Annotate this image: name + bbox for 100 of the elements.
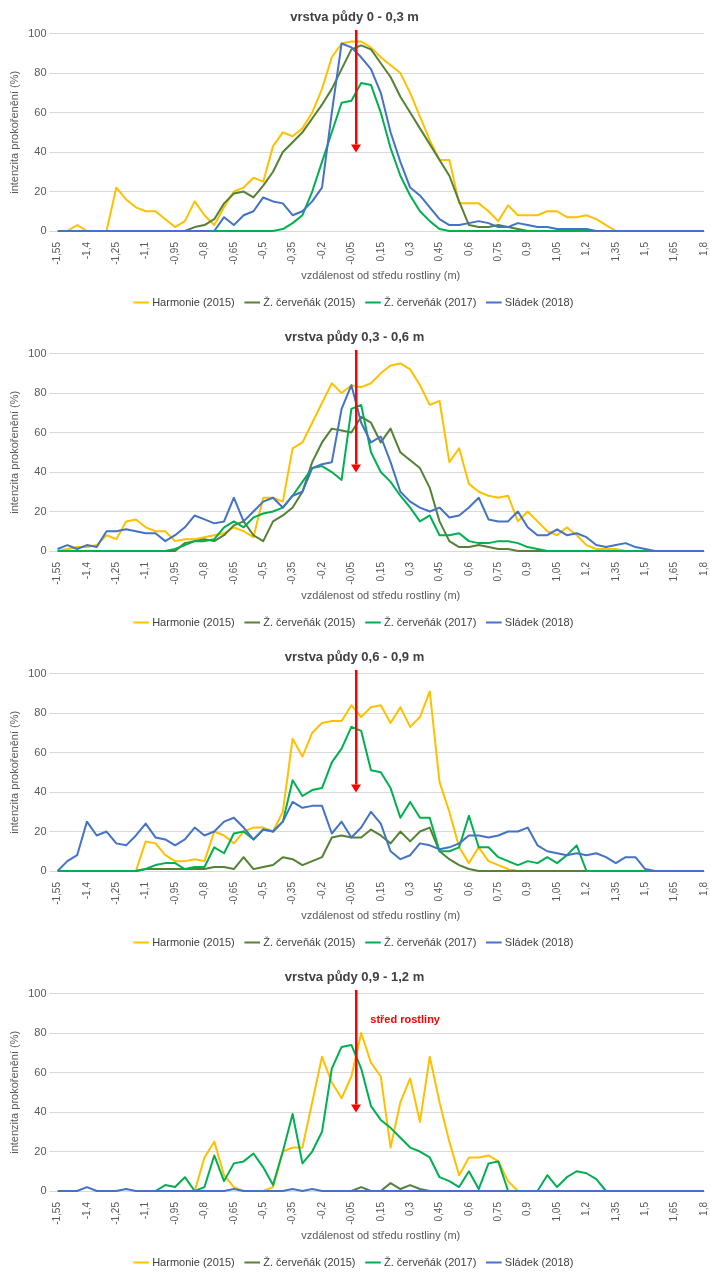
y-tick-label: 0 bbox=[40, 224, 47, 237]
legend-label: Harmonie (2015) bbox=[152, 935, 235, 948]
y-tick-label: 20 bbox=[34, 1144, 47, 1157]
y-tick-label: 40 bbox=[34, 1105, 47, 1118]
x-tick-label: -1,1 bbox=[139, 881, 151, 900]
x-tick-label: 0,45 bbox=[433, 241, 445, 262]
x-tick-label: 0,75 bbox=[492, 241, 504, 262]
x-tick-label: 0,15 bbox=[374, 241, 386, 262]
y-tick-label: 20 bbox=[34, 824, 47, 837]
x-tick-label: -0,8 bbox=[198, 561, 210, 580]
x-tick-label: 1,8 bbox=[697, 241, 709, 256]
x-tick-label: 1,65 bbox=[668, 561, 680, 582]
x-tick-label: -1,55 bbox=[51, 1201, 63, 1225]
legend-label: Ž. červeňák (2017) bbox=[384, 615, 477, 628]
y-tick-label: 80 bbox=[34, 386, 47, 399]
chart-title: vrstva půdy 0,3 - 0,6 m bbox=[284, 329, 425, 345]
x-tick-label: -0,05 bbox=[345, 241, 357, 265]
legend-label: Harmonie (2015) bbox=[152, 615, 235, 628]
legend-label: Harmonie (2015) bbox=[152, 295, 235, 308]
x-tick-label: 1,8 bbox=[697, 881, 709, 896]
x-tick-label: -0,35 bbox=[286, 561, 298, 585]
chart-title: vrstva půdy 0,9 - 1,2 m bbox=[284, 969, 425, 985]
x-tick-label: -0,5 bbox=[256, 241, 268, 260]
x-tick-label: 0,9 bbox=[521, 881, 533, 896]
x-tick-label: -0,2 bbox=[315, 1201, 327, 1220]
x-tick-label: 0,6 bbox=[462, 561, 474, 576]
y-tick-label: 40 bbox=[34, 465, 47, 478]
x-tick-label: 0,9 bbox=[521, 1201, 533, 1216]
x-tick-label: 1,5 bbox=[638, 561, 650, 576]
x-tick-label: -0,5 bbox=[256, 881, 268, 900]
x-tick-label: -0,65 bbox=[227, 561, 239, 585]
x-tick-label: 0,45 bbox=[433, 561, 445, 582]
x-tick-label: 1,35 bbox=[609, 1201, 621, 1222]
annotation: střed rostliny bbox=[370, 1013, 440, 1026]
x-tick-label: -0,95 bbox=[168, 881, 180, 905]
legend-label: Ž. červeňák (2015) bbox=[263, 295, 356, 308]
x-tick-label: 1,35 bbox=[609, 561, 621, 582]
x-tick-label: -1,55 bbox=[51, 561, 63, 585]
x-tick-label: -0,05 bbox=[345, 1201, 357, 1225]
x-tick-label: 0,9 bbox=[521, 241, 533, 256]
x-tick-label: 1,65 bbox=[668, 241, 680, 262]
x-tick-label: 1,2 bbox=[580, 241, 592, 256]
x-tick-label: -0,5 bbox=[256, 561, 268, 580]
y-tick-label: 80 bbox=[34, 1026, 47, 1039]
x-tick-label: 0,9 bbox=[521, 561, 533, 576]
x-tick-label: 1,5 bbox=[638, 1201, 650, 1216]
x-tick-label: 0,75 bbox=[492, 881, 504, 902]
x-tick-label: 1,05 bbox=[550, 881, 562, 902]
y-tick-label: 80 bbox=[34, 66, 47, 79]
x-tick-label: 1,65 bbox=[668, 881, 680, 902]
x-axis-title: vzdálenost od středu rostliny (m) bbox=[301, 1229, 461, 1242]
x-tick-label: -0,95 bbox=[168, 1201, 180, 1225]
x-tick-label: -1,1 bbox=[139, 1201, 151, 1220]
x-tick-label: 1,2 bbox=[580, 561, 592, 576]
x-tick-label: -0,65 bbox=[227, 1201, 239, 1225]
x-tick-label: 1,5 bbox=[638, 881, 650, 896]
x-tick-label: -0,35 bbox=[286, 241, 298, 265]
legend-label: Ž. červeňák (2017) bbox=[384, 295, 477, 308]
y-tick-label: 40 bbox=[34, 145, 47, 158]
x-tick-label: -0,05 bbox=[345, 561, 357, 585]
x-tick-label: -1,1 bbox=[139, 561, 151, 580]
x-tick-label: 1,5 bbox=[638, 241, 650, 256]
x-tick-label: -0,8 bbox=[198, 881, 210, 900]
chart-title: vrstva půdy 0,6 - 0,9 m bbox=[284, 649, 425, 665]
x-tick-label: 1,65 bbox=[668, 1201, 680, 1222]
y-tick-label: 40 bbox=[34, 785, 47, 798]
x-tick-label: 0,75 bbox=[492, 1201, 504, 1222]
x-tick-label: 0,3 bbox=[403, 561, 415, 576]
x-tick-label: 0,3 bbox=[403, 1201, 415, 1216]
x-tick-label: -0,95 bbox=[168, 561, 180, 585]
x-tick-label: 0,75 bbox=[492, 561, 504, 582]
x-tick-label: -1,4 bbox=[80, 881, 92, 900]
y-tick-label: 60 bbox=[34, 105, 47, 118]
x-tick-label: -0,2 bbox=[315, 241, 327, 260]
x-tick-label: 1,35 bbox=[609, 881, 621, 902]
x-tick-label: -1,4 bbox=[80, 561, 92, 580]
y-tick-label: 20 bbox=[34, 504, 47, 517]
x-tick-label: -0,35 bbox=[286, 1201, 298, 1225]
chart-title: vrstva půdy 0 - 0,3 m bbox=[290, 9, 419, 25]
x-tick-label: -1,1 bbox=[139, 241, 151, 260]
x-tick-label: 0,6 bbox=[462, 241, 474, 256]
x-tick-label: -1,55 bbox=[51, 241, 63, 265]
x-tick-label: -0,2 bbox=[315, 561, 327, 580]
y-tick-label: 60 bbox=[34, 745, 47, 758]
x-tick-label: -1,25 bbox=[110, 561, 122, 585]
y-tick-label: 20 bbox=[34, 184, 47, 197]
y-tick-label: 100 bbox=[28, 346, 47, 359]
x-tick-label: 1,8 bbox=[697, 561, 709, 576]
legend-label: Ž. červeňák (2015) bbox=[263, 935, 356, 948]
legend-label: Ž. červeňák (2017) bbox=[384, 935, 477, 948]
x-axis-title: vzdálenost od středu rostliny (m) bbox=[301, 269, 461, 282]
x-tick-label: -1,25 bbox=[110, 881, 122, 905]
x-tick-label: -0,2 bbox=[315, 881, 327, 900]
y-tick-label: 0 bbox=[40, 864, 47, 877]
y-tick-label: 0 bbox=[40, 544, 47, 557]
x-tick-label: -0,8 bbox=[198, 241, 210, 260]
x-tick-label: 1,2 bbox=[580, 1201, 592, 1216]
y-tick-label: 60 bbox=[34, 1065, 47, 1078]
x-tick-label: 0,15 bbox=[374, 561, 386, 582]
x-tick-label: 1,05 bbox=[550, 1201, 562, 1222]
